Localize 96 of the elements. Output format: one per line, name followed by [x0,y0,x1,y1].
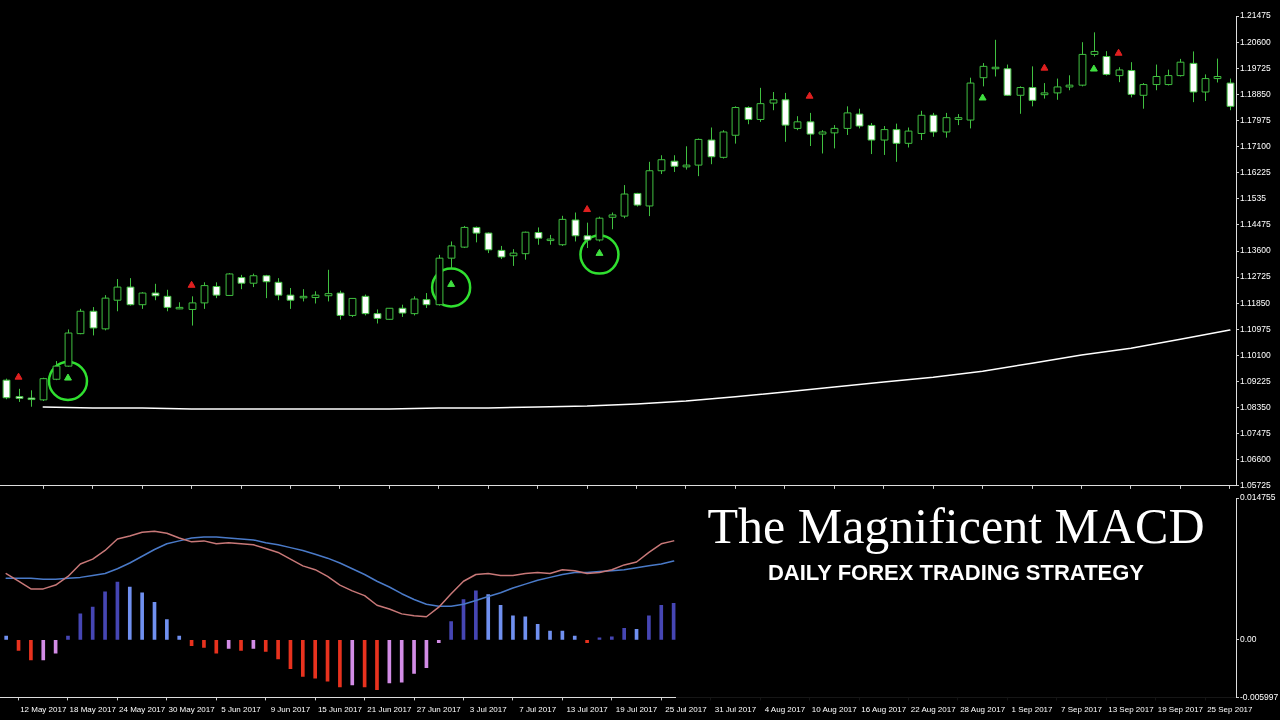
point [978,93,987,101]
bar [338,639,342,688]
bar [412,639,416,674]
y-tick-label: 1.10100 [1240,349,1271,360]
bar [585,639,589,644]
x-tick-label: 30 May 2017 [168,705,216,715]
y-tick-label: 1.05725 [1240,480,1271,491]
bar [486,594,491,640]
bar [609,636,614,640]
text: DAILY FOREX TRADING STRATEGY [766,560,1146,586]
bar [140,592,144,640]
y-tick-label: 1.07475 [1240,428,1271,439]
bar [103,591,107,640]
bar [375,639,379,691]
point [64,373,72,381]
point [187,280,196,288]
bar [202,639,206,648]
bar [127,586,132,640]
y-tick-label: 1.10975 [1240,323,1271,334]
bar [572,635,577,640]
bar [300,639,305,677]
point [447,279,456,287]
bar [436,639,441,644]
x-tick-label: 28 Aug 2017 [960,705,1006,715]
bar [29,639,33,661]
y-tick-label: 1.18850 [1240,88,1271,99]
bar [177,635,182,640]
y-tick-label: 1.13600 [1240,245,1271,256]
point [595,248,604,256]
y-tick-label: 0.00 [1240,634,1257,645]
x-tick-label: 1 Sep 2017 [1011,705,1054,715]
bar [4,635,9,640]
y-tick-label: 1.1535 [1240,193,1267,204]
y-tick-label: 1.21475 [1240,10,1271,21]
x-tick-label: 5 Jun 2017 [221,705,262,715]
x-tick-label: 24 May 2017 [119,705,166,715]
y-tick-label: 1.14475 [1240,219,1271,230]
y-tick-label: -0.005997 [1240,691,1279,702]
bar [313,639,318,679]
bar [239,639,243,651]
bar [622,627,627,640]
y-tick-label: 1.20600 [1240,36,1271,47]
x-tick-label: 7 Sep 2017 [1061,705,1103,715]
chart-title: The Magnificent MACD [706,498,1206,554]
bar [647,615,651,640]
point [579,234,620,275]
x-tick-label: 21 Jun 2017 [367,705,412,715]
x-tick-label: 31 Jul 2017 [714,705,757,715]
point [805,91,814,99]
x-tick-label: 18 May 2017 [69,705,117,715]
bar [523,616,528,640]
bar [511,615,515,640]
x-tick-label: 22 Aug 2017 [910,705,957,715]
bar [474,590,478,640]
x-tick-label: 7 Jul 2017 [519,705,557,715]
x-tick-label: 13 Jul 2017 [566,705,609,715]
bar [350,639,355,686]
bar [41,639,46,661]
bar [263,639,268,652]
x-tick-label: 3 Jul 2017 [469,705,508,715]
x-tick-label: 10 Aug 2017 [811,705,858,715]
bar [548,630,552,640]
x-tick-label: 13 Sep 2017 [1108,705,1155,715]
point [1089,64,1098,72]
y-tick-label: 1.11850 [1240,297,1271,308]
x-tick-label: 4 Aug 2017 [764,705,806,715]
bar [399,639,404,683]
y-tick-label: 1.08350 [1240,401,1271,412]
x-tick-label: 19 Jul 2017 [615,705,658,715]
x-tick-label: 19 Sep 2017 [1157,705,1204,715]
y-tick-label: 1.06600 [1240,454,1271,465]
x-tick-label: 25 Sep 2017 [1207,705,1254,715]
point [1040,63,1049,71]
y-tick-label: 1.16225 [1240,167,1271,178]
y-tick-label: 1.09225 [1240,375,1271,386]
x-tick-label: 15 Jun 2017 [317,705,363,715]
bar [659,604,664,640]
point [583,205,592,213]
y-tick-label: 1.12725 [1240,271,1271,282]
x-tick-label: 27 Jun 2017 [416,705,462,715]
y-tick-label: 1.17975 [1240,114,1271,125]
bar [276,639,280,660]
bar [165,619,169,640]
x-tick-label: 25 Jul 2017 [665,705,708,715]
bar [90,606,95,640]
y-tick-label: 1.17100 [1240,140,1271,151]
x-tick-label: 16 Aug 2017 [861,705,907,715]
bar [214,639,219,654]
bar [449,621,453,640]
y-tick-label: 1.19725 [1240,62,1271,73]
y-tick-label: 0.014755 [1240,492,1276,503]
bar [66,635,70,640]
x-tick-label: 9 Jun 2017 [270,705,311,715]
point [14,372,23,380]
point [1114,48,1123,56]
x-tick-label: 12 May 2017 [20,705,67,715]
